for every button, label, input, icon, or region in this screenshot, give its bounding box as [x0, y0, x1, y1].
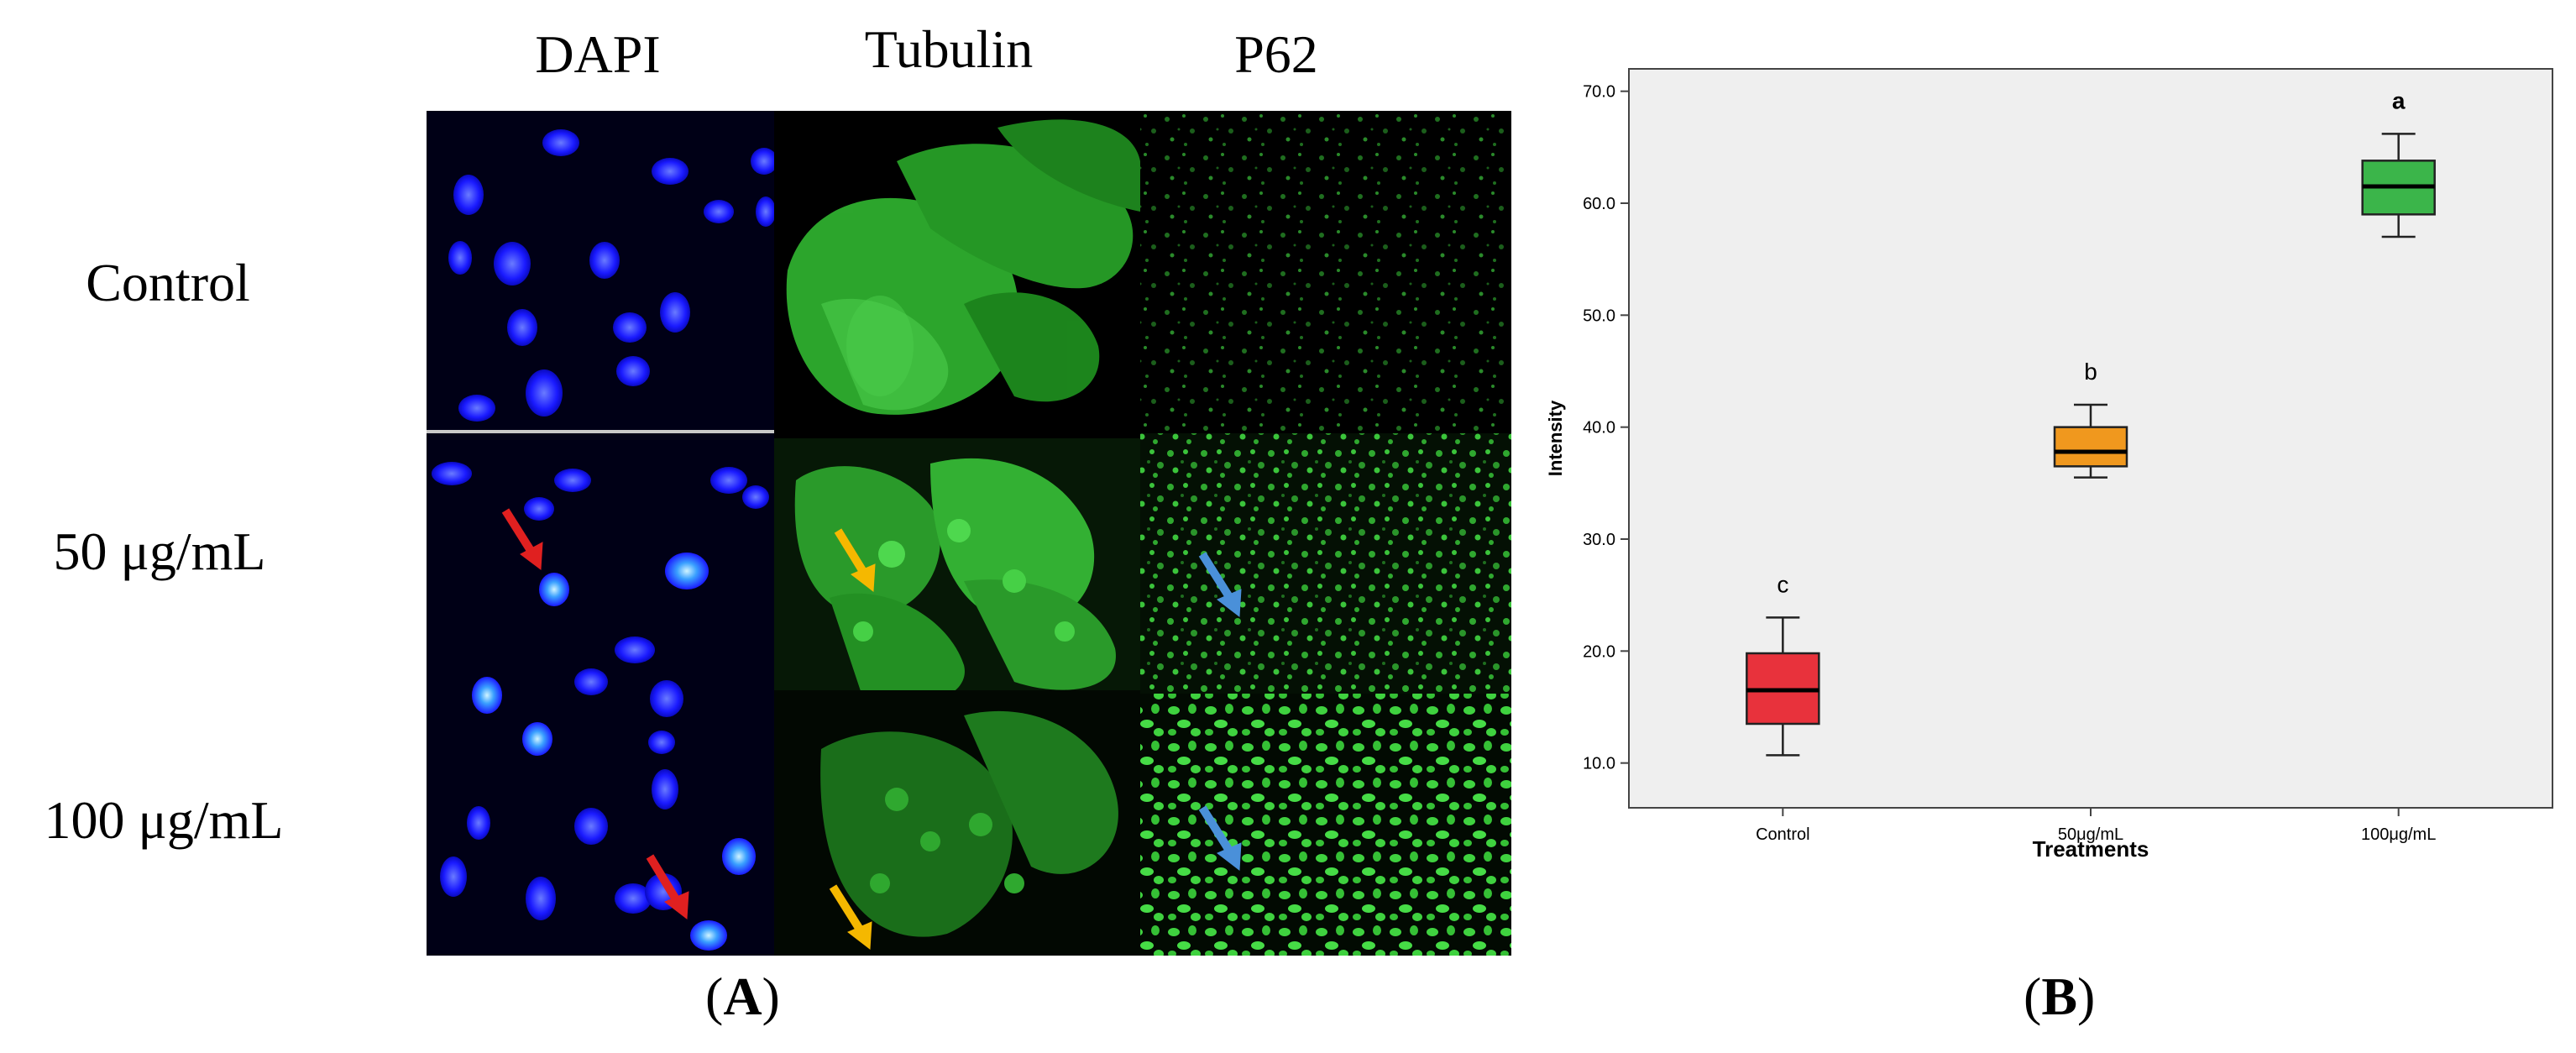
box-1: c	[1746, 571, 1820, 757]
x-tick-label: Control	[1756, 825, 1809, 844]
x-tick-label: 100μg/mL	[2361, 825, 2436, 844]
dapi-50-nuclei	[432, 462, 769, 756]
x-axis-label: Treatments	[2033, 836, 2149, 862]
p62-50	[1140, 433, 1511, 694]
column-label-dapi: DAPI	[535, 24, 661, 84]
microscopy-svg	[427, 111, 1511, 956]
red-arrow-icon-2	[646, 854, 689, 919]
significance-letter: a	[2392, 87, 2406, 113]
orange-arrow-icon-2	[829, 884, 872, 950]
box-plot-chart: 10.0 20.0 30.0 40.0 50.0 60.0 70.0 Control 50μg…	[1545, 68, 2553, 862]
blue-arrow-icon-2	[1198, 805, 1242, 871]
row-label-100: 100 μg/mL	[44, 790, 284, 850]
box-iqr	[2053, 426, 2128, 468]
tubulin-control-cells	[786, 119, 1140, 415]
y-tick-label: 20.0	[1583, 642, 1615, 661]
box-series: c b a	[1746, 87, 2436, 757]
y-tick-label: 50.0	[1583, 306, 1615, 325]
column-label-tubulin: Tubulin	[864, 19, 1034, 79]
y-tick-label: 60.0	[1583, 195, 1615, 213]
tubulin-100-cells	[774, 690, 1140, 956]
panel-label-b: (B)	[2024, 967, 2096, 1026]
x-tick-label: 50μg/mL	[2058, 825, 2123, 844]
panel-label-a: (A)	[705, 967, 780, 1026]
row-label-control: Control	[86, 253, 250, 312]
y-axis-ticks: 10.0 20.0 30.0 40.0 50.0 60.0 70.0	[1583, 83, 1629, 773]
dapi-100-nuclei	[440, 769, 756, 951]
red-arrow-icon	[501, 508, 543, 570]
x-axis-ticks: Control 50μg/mL 100μg/mL	[1756, 808, 2436, 844]
row-label-50: 50 μg/mL	[53, 521, 266, 581]
dapi-control-nuclei	[448, 129, 778, 422]
y-tick-label: 10.0	[1583, 755, 1615, 773]
p62-100	[1140, 694, 1511, 956]
box-2: b	[2053, 359, 2128, 479]
y-axis-label: Intensity	[1545, 400, 1566, 476]
column-label-p62: P62	[1234, 24, 1318, 84]
significance-letter: c	[1777, 571, 1788, 597]
y-tick-label: 30.0	[1583, 531, 1615, 549]
orange-arrow-icon	[834, 528, 876, 592]
blue-arrow-icon	[1198, 552, 1242, 617]
box-3: a	[2361, 87, 2436, 238]
microscopy-image-grid	[427, 111, 1511, 956]
y-tick-label: 40.0	[1583, 419, 1615, 437]
significance-letter: b	[2084, 359, 2097, 385]
p62-control	[1140, 111, 1511, 433]
tubulin-50-cells	[774, 438, 1140, 705]
y-tick-label: 70.0	[1583, 83, 1615, 102]
